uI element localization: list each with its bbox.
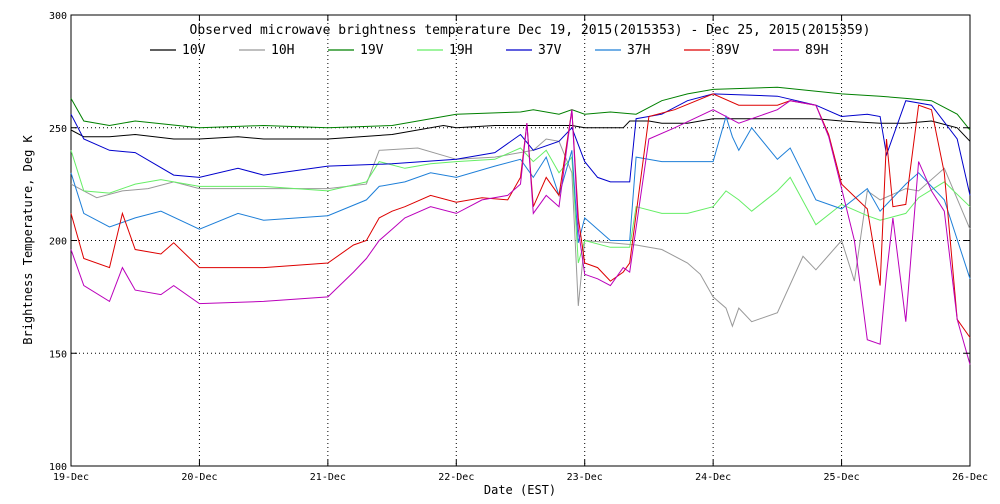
legend-label-19h: 19H [449, 43, 472, 58]
series-line-10h [70, 138, 971, 328]
chart-title: Observed microwave brightness temperatur… [190, 23, 871, 38]
series-line-10v [70, 118, 971, 142]
x-tick-label: 23-Dec [567, 472, 603, 483]
legend-label-10h: 10H [271, 43, 294, 58]
legend-label-10v: 10V [182, 43, 206, 58]
y-tick-label: 200 [49, 237, 67, 248]
x-axis-title: Date (EST) [484, 483, 556, 497]
series-line-37v [70, 93, 971, 196]
axis-layer: 19-Dec 20-Dec 21-Dec 22-Dec 23-Dec 24-Dec 25-D… [49, 11, 988, 483]
legend-label-37v: 37V [538, 43, 562, 58]
series-line-89h [70, 100, 971, 365]
series-line-89v [70, 93, 971, 338]
legend: 10V 10H 19V 19H 37V 37H 89V 89H [150, 43, 828, 58]
x-tick-label: 21-Dec [310, 472, 346, 483]
y-tick-label: 250 [49, 124, 67, 135]
x-tick-label: 24-Dec [695, 472, 731, 483]
grid-layer [71, 15, 970, 466]
x-tick-label: 25-Dec [824, 472, 860, 483]
x-tick-label: 22-Dec [438, 472, 474, 483]
x-tick-label: 20-Dec [181, 472, 217, 483]
legend-label-19v: 19V [360, 43, 384, 58]
y-tick-label: 100 [49, 462, 67, 473]
x-tick-label: 26-Dec [952, 472, 988, 483]
series-line-37h [70, 114, 971, 279]
series-line-19v [70, 86, 971, 131]
series-layer [70, 86, 971, 365]
legend-label-37h: 37H [627, 43, 650, 58]
x-tick-label: 19-Dec [53, 472, 89, 483]
y-tick-label: 300 [49, 11, 67, 22]
legend-label-89v: 89V [716, 43, 740, 58]
y-axis-title: Brightness Temperature, Deg K [21, 134, 35, 344]
legend-label-89h: 89H [805, 43, 828, 58]
y-tick-label: 150 [49, 349, 67, 360]
series-line-19h [70, 147, 971, 264]
